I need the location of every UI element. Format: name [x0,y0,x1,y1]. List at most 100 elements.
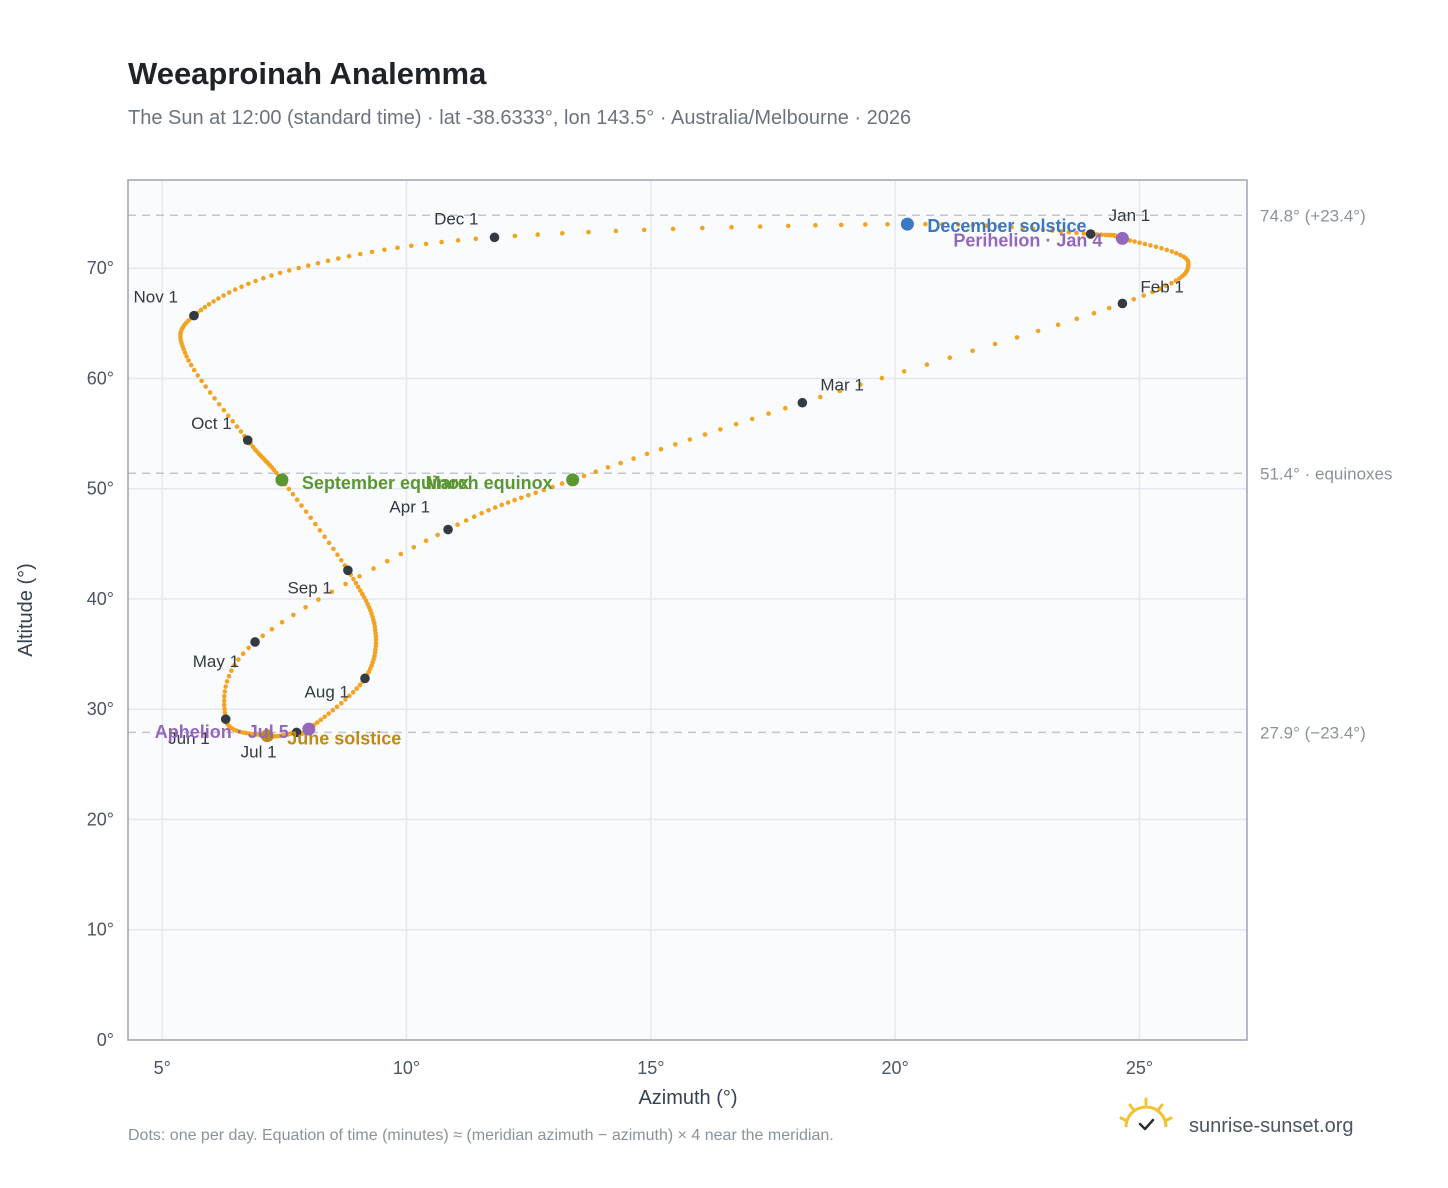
day-dot [1074,316,1080,322]
day-dot [923,221,928,227]
day-dot [308,515,314,521]
month-label: Apr 1 [389,498,430,517]
day-dot [222,706,227,712]
day-dot [216,296,221,301]
day-dot [1150,289,1155,295]
day-dot [343,581,348,587]
day-dot [783,405,788,411]
day-dot [236,657,241,662]
day-dot [593,469,598,475]
day-dot [296,265,302,271]
day-dot [423,538,429,544]
month-marker [1085,229,1096,239]
day-dot [940,222,945,227]
day-dot [970,348,975,354]
day-dot [354,686,360,691]
day-dot [837,388,843,394]
day-dot [334,704,340,710]
day-dot [581,473,587,479]
month-label: Oct 1 [191,414,232,433]
day-dot [970,222,976,228]
event-label: December solstice [927,216,1086,236]
reference-line-label: 27.9° (−23.4°) [1260,723,1366,742]
day-dot [641,227,647,233]
day-dot [221,698,227,703]
day-dot [435,532,440,538]
day-dot [670,226,676,232]
day-dot [463,518,469,523]
day-dot [230,419,235,424]
y-tick-label: 20° [87,809,114,829]
day-dot [863,222,868,227]
month-marker [189,310,199,321]
day-dot [499,502,505,508]
y-tick-label: 0° [97,1030,114,1050]
day-dot [226,673,232,679]
day-dot [229,668,234,673]
day-dot [250,444,256,450]
day-dot [1153,244,1159,250]
day-dot [1169,280,1174,286]
day-dot [188,362,194,368]
day-dot [335,552,340,557]
day-dot [382,247,387,253]
day-dot [316,597,321,602]
day-dot [211,299,216,304]
day-dot [286,486,292,492]
day-dot [879,375,885,381]
day-dot [409,243,414,249]
day-dot [222,689,228,694]
day-dot [357,574,362,579]
event-label: June solstice [287,729,401,749]
day-dot [1040,227,1046,232]
day-dot [749,416,755,422]
day-dot [1173,278,1179,284]
day-dot [1094,232,1099,237]
month-label: May 1 [193,652,239,671]
plot-frame [127,179,1248,1041]
y-tick-label: 40° [87,589,114,609]
day-dot [322,714,328,720]
day-dot [455,238,461,243]
day-dot [1163,283,1169,289]
day-dot [766,411,771,416]
day-dot [357,682,363,688]
brand-name: sunrise-sunset.org [1189,1115,1354,1137]
day-dot [1106,305,1112,311]
day-dot [315,720,320,725]
day-dot [294,497,300,503]
day-dot [261,275,266,281]
day-dot [559,481,565,486]
day-dot [351,576,356,582]
day-dot [992,341,998,347]
day-dot [325,258,331,264]
day-dot [226,290,232,295]
day-dot [373,640,379,646]
day-dot [473,236,479,242]
x-tick-label: 20° [882,1058,909,1078]
month-label: Aug 1 [305,682,349,701]
x-tick-label: 5° [154,1058,171,1078]
day-dot [199,378,204,384]
day-dot [238,429,244,434]
y-tick-label: 30° [87,699,114,719]
december-solstice-marker [900,217,914,231]
day-dot [1031,226,1036,232]
day-dot [997,224,1002,229]
day-dot [223,684,228,689]
equinox-marker [275,473,289,487]
event-label: September equinox [302,473,469,493]
chart-title: Weeaproinah Analemma [128,56,487,91]
day-dot [186,358,191,363]
day-dot [317,528,323,533]
month-marker [242,435,253,446]
y-axis-label: Altitude (°) [15,563,37,657]
month-marker [291,727,302,738]
day-dot [512,233,518,239]
day-dot [858,382,863,387]
day-dot [541,487,547,493]
day-dot [385,558,390,564]
day-dot [318,717,324,723]
day-dot [203,384,208,389]
